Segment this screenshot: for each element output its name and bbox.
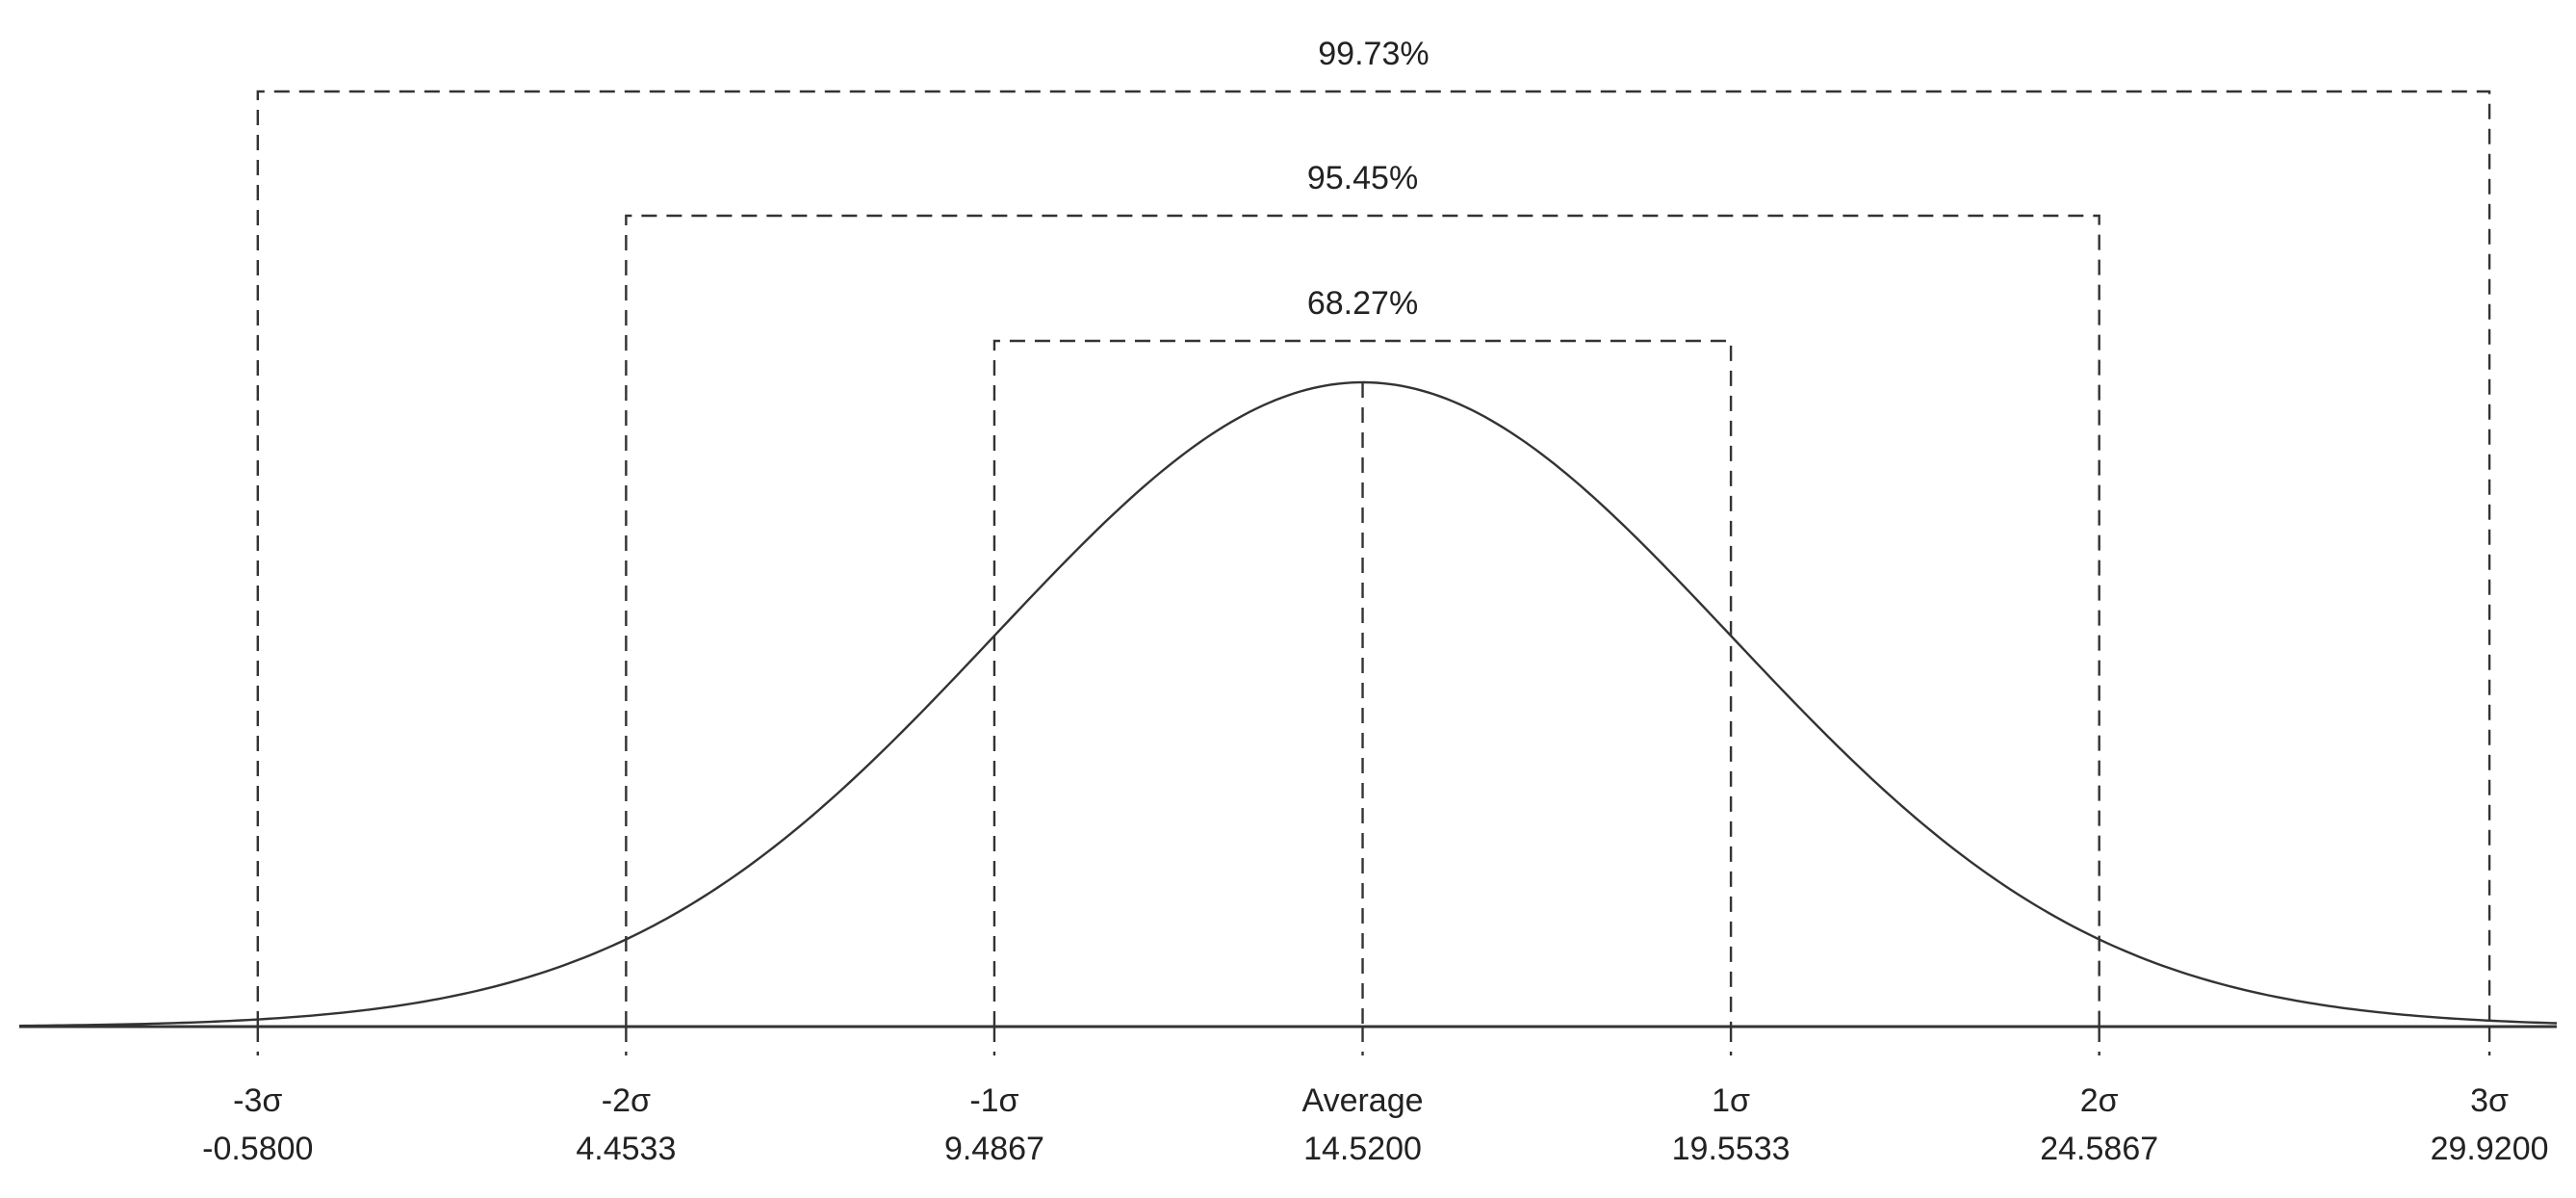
sigma-label: Average [1302, 1082, 1424, 1119]
sigma-value-label: 9.4867 [944, 1131, 1044, 1167]
sigma-label: 2σ [2080, 1082, 2119, 1119]
interval-bracket [992, 339, 1733, 1027]
bell-curve [18, 380, 2558, 1028]
interval-brackets: 99.73% 95.45% 68.27% [256, 36, 2491, 1027]
sigma-value-label: 24.5867 [2040, 1131, 2158, 1167]
sigma-markers: -3σ -0.5800 -2σ 4.4533 -1σ 9.4867 Average 14.52… [202, 382, 2549, 1167]
sigma-value-label: 19.5533 [1672, 1131, 1790, 1167]
sigma-value-label: 29.9200 [2431, 1131, 2549, 1167]
sigma-label: 3σ [2470, 1082, 2509, 1119]
sigma-value-label: 14.5200 [1303, 1131, 1422, 1167]
sigma-label: 1σ [1712, 1082, 1750, 1119]
sigma-label: -2σ [602, 1082, 651, 1119]
interval-label: 95.45% [1307, 160, 1418, 196]
sigma-value-label: 4.4533 [576, 1131, 676, 1167]
sigma-label: -3σ [233, 1082, 282, 1119]
interval-bracket [256, 90, 2491, 1027]
sigma-value-label: -0.5800 [202, 1131, 313, 1167]
interval-label: 68.27% [1307, 285, 1418, 322]
interval-bracket [625, 214, 2100, 1027]
interval-label: 99.73% [1318, 36, 1429, 72]
sigma-label: -1σ [969, 1082, 1018, 1119]
